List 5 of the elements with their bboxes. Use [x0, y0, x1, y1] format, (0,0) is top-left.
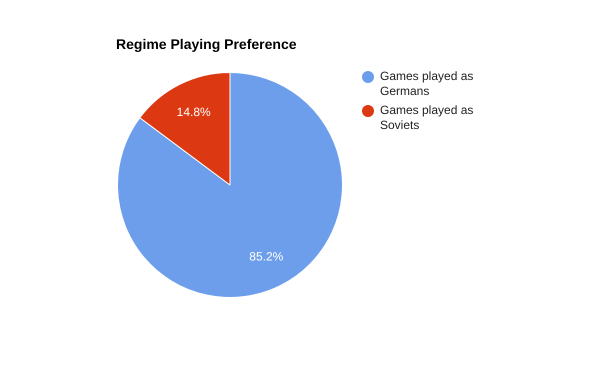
legend-label: Games played as Germans: [380, 69, 474, 99]
chart-title: Regime Playing Preference: [116, 36, 297, 52]
data-label: 85.2%: [249, 250, 284, 264]
legend-label: Games played as Soviets: [380, 103, 474, 133]
data-label: 14.8%: [176, 104, 212, 119]
